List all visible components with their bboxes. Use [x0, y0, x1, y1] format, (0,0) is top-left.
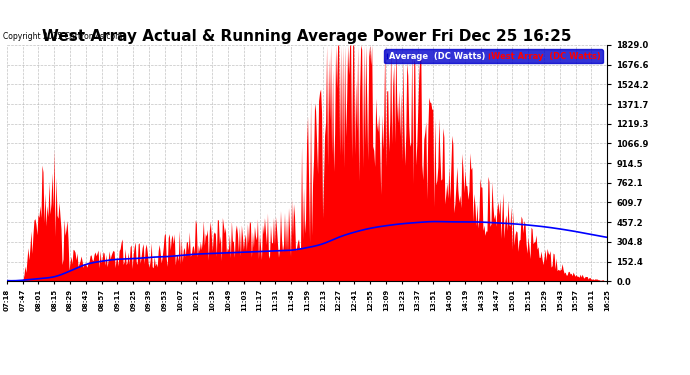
- Title: West Array Actual & Running Average Power Fri Dec 25 16:25: West Array Actual & Running Average Powe…: [42, 29, 572, 44]
- Text: Copyright 2015 Cartronics.com: Copyright 2015 Cartronics.com: [3, 32, 123, 41]
- Legend: Average  (DC Watts), West Array  (DC Watts): Average (DC Watts), West Array (DC Watts…: [384, 49, 603, 63]
